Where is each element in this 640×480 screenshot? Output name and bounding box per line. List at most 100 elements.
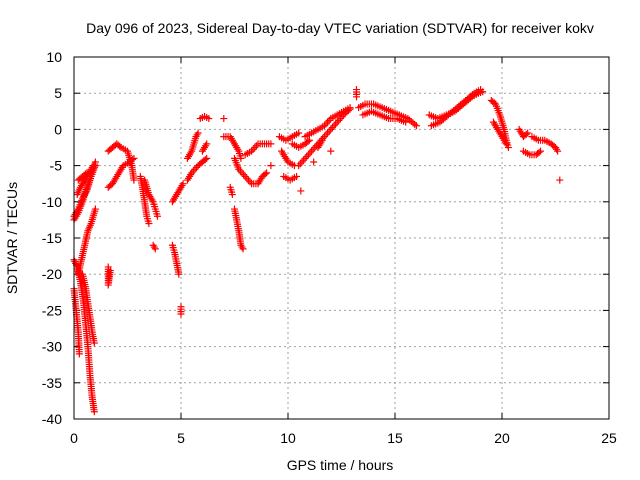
data-point	[240, 171, 248, 179]
data-point	[324, 118, 332, 126]
x-tick-label: 25	[601, 430, 617, 446]
data-points	[70, 86, 564, 416]
data-point	[411, 120, 419, 128]
data-point	[304, 151, 312, 159]
data-point	[261, 170, 269, 178]
data-point	[309, 145, 317, 153]
data-point	[303, 153, 311, 161]
data-point	[295, 162, 303, 170]
data-point	[177, 310, 185, 318]
data-point	[535, 148, 543, 156]
data-point	[305, 136, 313, 144]
data-point	[310, 158, 318, 166]
data-point	[145, 220, 153, 228]
data-point	[267, 140, 275, 148]
y-tick-label: 0	[54, 121, 62, 137]
data-point	[308, 147, 316, 155]
data-point	[537, 147, 545, 155]
data-point	[243, 174, 251, 182]
data-point	[524, 129, 532, 137]
data-point	[263, 169, 271, 177]
data-point	[228, 191, 236, 199]
data-point	[205, 115, 213, 123]
data-point	[194, 129, 202, 137]
data-point	[238, 243, 246, 251]
x-tick-label: 20	[494, 430, 510, 446]
data-point	[246, 178, 254, 186]
data-point	[468, 91, 476, 99]
data-point	[191, 165, 199, 173]
data-point	[293, 172, 301, 180]
chart-title: Day 096 of 2023, Sidereal Day-to-day VTE…	[86, 20, 594, 36]
data-point	[220, 115, 228, 123]
data-point	[295, 129, 303, 137]
data-point	[151, 245, 159, 253]
data-point	[300, 156, 308, 164]
x-tick-label: 5	[177, 430, 185, 446]
data-point	[296, 160, 304, 168]
data-point	[106, 267, 114, 275]
data-point	[252, 142, 260, 150]
data-point	[330, 122, 338, 130]
data-point	[522, 130, 530, 138]
data-point	[477, 86, 485, 94]
data-point	[90, 408, 98, 416]
data-point	[90, 339, 98, 347]
data-point	[298, 158, 306, 166]
y-tick-label: -10	[42, 194, 62, 210]
y-tick-label: -20	[42, 266, 62, 282]
data-point	[554, 147, 562, 155]
x-tick-label: 15	[387, 430, 403, 446]
data-point	[352, 93, 360, 101]
data-point	[304, 137, 312, 145]
data-point	[238, 169, 246, 177]
data-point	[150, 243, 158, 251]
data-point	[81, 170, 89, 178]
data-point	[333, 118, 341, 126]
data-point	[179, 180, 187, 188]
y-tick-label: 5	[54, 85, 62, 101]
data-point	[324, 129, 332, 137]
data-point	[402, 118, 410, 126]
y-tick-label: -5	[50, 158, 63, 174]
data-point	[556, 176, 564, 184]
data-point	[322, 131, 330, 139]
y-tick-label: -15	[42, 230, 62, 246]
data-point	[201, 156, 209, 164]
data-point	[244, 176, 252, 184]
data-point	[83, 169, 91, 177]
data-point	[251, 144, 259, 151]
data-point	[116, 142, 124, 150]
data-point	[237, 154, 245, 162]
data-point	[130, 176, 138, 184]
data-point	[239, 245, 247, 253]
data-point	[325, 127, 333, 135]
data-point	[91, 158, 99, 166]
y-tick-label: -30	[42, 339, 62, 355]
data-point	[301, 154, 309, 162]
data-point	[504, 144, 512, 151]
data-point	[346, 104, 354, 112]
axes: 0 5 10 15 20 25 -40 -35 -30 -25 -20 -15 -10 -5 0 5 10	[42, 49, 617, 446]
x-tick-label: 10	[280, 430, 296, 446]
data-point	[130, 154, 138, 162]
plot-frame	[73, 56, 610, 420]
data-point	[153, 212, 161, 220]
x-tick-label: 0	[70, 430, 78, 446]
y-tick-label: 10	[46, 49, 62, 65]
data-point	[502, 140, 510, 148]
data-point	[412, 122, 420, 130]
data-point	[327, 147, 335, 155]
x-axis-label: GPS time / hours	[287, 457, 394, 473]
y-axis-label: SDTVAR / TECUs	[4, 182, 20, 294]
data-point	[175, 270, 183, 278]
y-tick-label: -40	[42, 411, 62, 427]
data-point	[91, 205, 99, 213]
data-point	[327, 125, 335, 133]
data-point	[332, 120, 340, 128]
data-point	[203, 154, 211, 162]
data-point	[89, 162, 97, 170]
data-point	[318, 136, 326, 144]
data-point	[203, 140, 211, 148]
